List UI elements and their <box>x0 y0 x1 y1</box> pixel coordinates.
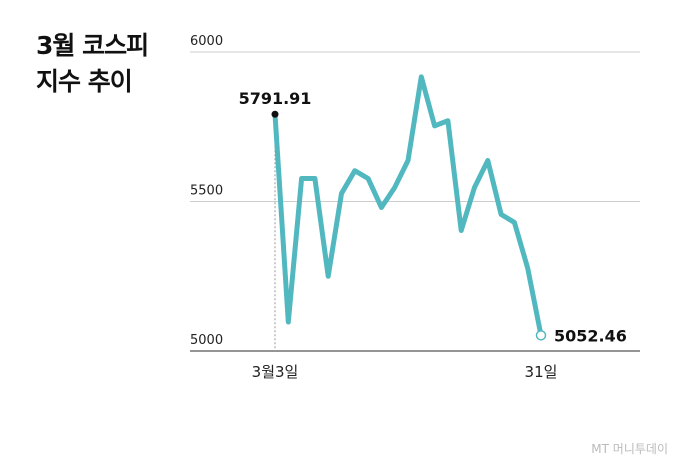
end-point <box>535 330 547 341</box>
y-tick-label: 5000 <box>190 333 223 348</box>
y-tick-label: 6000 <box>190 34 223 49</box>
line <box>272 74 544 336</box>
x-tick-label: 3월3일 <box>252 363 299 381</box>
data-label: 5052.46 <box>554 326 627 345</box>
y-tick-label: 5500 <box>190 184 223 199</box>
data-label: 5791.91 <box>239 89 312 108</box>
source: MT 머니투데이 <box>591 442 668 456</box>
start-point <box>271 110 279 118</box>
x-tick-label: 31일 <box>525 363 558 381</box>
chart-title: 3월 코스피 지수 추이 <box>36 31 149 96</box>
